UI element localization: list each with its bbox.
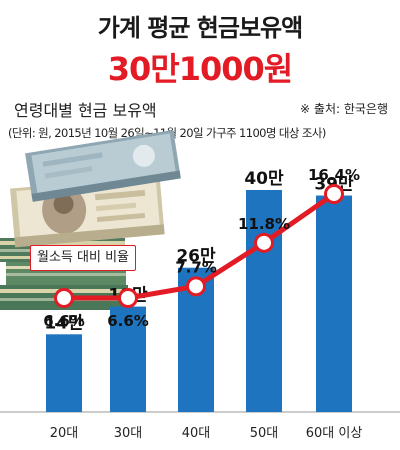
bar-value-label-3: 40만 bbox=[244, 169, 284, 189]
category-label-3: 50대 bbox=[250, 426, 279, 441]
bar-value-label-0: 14만 bbox=[44, 313, 84, 333]
ratio-value-label-1: 6.6% bbox=[107, 312, 149, 330]
ratio-point-1 bbox=[118, 288, 138, 308]
bar-3 bbox=[246, 190, 282, 412]
bar-4 bbox=[316, 195, 352, 412]
category-label-4: 60대 이상 bbox=[306, 426, 363, 441]
ratio-point-4 bbox=[324, 184, 344, 204]
ratio-point-3 bbox=[254, 232, 274, 253]
bar-1 bbox=[110, 306, 146, 412]
headline-amount: 30만1000원 bbox=[107, 50, 293, 88]
ratio-value-label-3: 11.8% bbox=[238, 215, 290, 233]
source-note: ※ 출처: 한국은행 bbox=[300, 102, 388, 116]
bar-0 bbox=[46, 334, 82, 412]
category-labels: 20대 30대 40대 50대 60대 이상 bbox=[50, 426, 363, 441]
category-label-1: 30대 bbox=[114, 426, 143, 441]
ratio-point-2 bbox=[186, 276, 206, 297]
category-label-2: 40대 bbox=[182, 426, 211, 441]
ratio-value-labels: 6.6% 6.6% 7.7% 11.8% 16.4% bbox=[43, 166, 360, 330]
bar-value-labels: 14만19만26만40만39만 bbox=[44, 169, 354, 333]
ratio-line bbox=[54, 184, 344, 308]
bar-value-label-2: 26만 bbox=[176, 247, 216, 267]
ratio-value-label-0: 6.6% bbox=[43, 312, 85, 330]
ratio-value-label-4: 16.4% bbox=[308, 166, 360, 184]
ratio-point-0 bbox=[54, 288, 74, 308]
chart-title: 연령대별 현금 보유액 bbox=[14, 101, 157, 120]
bars bbox=[46, 190, 352, 412]
category-label-0: 20대 bbox=[50, 426, 79, 441]
legend-label: 월소득 대비 비율 bbox=[30, 245, 136, 271]
money-bundles-illustration bbox=[0, 129, 181, 310]
page-title: 가계 평균 현금보유액 bbox=[97, 14, 303, 42]
ratio-value-label-2: 7.7% bbox=[175, 258, 217, 276]
